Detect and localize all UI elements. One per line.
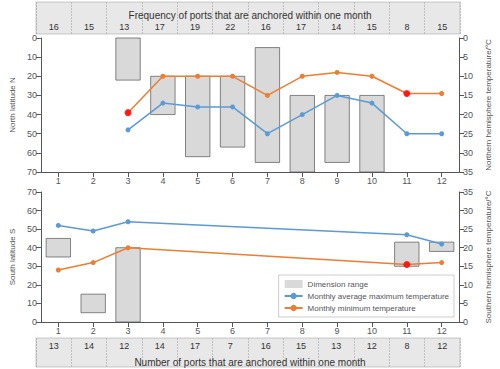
svg-text:4: 4 xyxy=(160,326,165,336)
svg-text:4: 4 xyxy=(160,176,165,186)
svg-text:South latitude S: South latitude S xyxy=(8,229,17,285)
svg-text:1: 1 xyxy=(56,326,61,336)
svg-text:1: 1 xyxy=(56,176,61,186)
svg-text:20: 20 xyxy=(463,110,473,120)
svg-text:11: 11 xyxy=(402,176,411,186)
svg-text:10: 10 xyxy=(367,176,377,186)
svg-text:9: 9 xyxy=(335,176,340,186)
svg-text:Monthly minimum temperature: Monthly minimum temperature xyxy=(308,304,417,313)
svg-text:8: 8 xyxy=(300,326,305,336)
svg-text:15: 15 xyxy=(437,22,447,32)
svg-text:70: 70 xyxy=(27,187,37,197)
svg-text:Number of ports that are ancho: Number of ports that are anchored within… xyxy=(134,357,365,368)
svg-text:2: 2 xyxy=(91,326,96,336)
svg-text:3: 3 xyxy=(126,176,131,186)
svg-text:North latitude N: North latitude N xyxy=(8,77,17,133)
svg-text:13: 13 xyxy=(331,341,341,351)
svg-text:5: 5 xyxy=(195,176,200,186)
svg-text:35: 35 xyxy=(463,187,473,197)
svg-text:7: 7 xyxy=(265,326,270,336)
svg-text:15: 15 xyxy=(463,261,473,271)
svg-text:12: 12 xyxy=(437,341,447,351)
svg-text:12: 12 xyxy=(437,326,447,336)
svg-text:Northern hemisphere temperatur: Northern hemisphere temperature/°C xyxy=(484,39,493,171)
svg-text:25: 25 xyxy=(463,224,473,234)
svg-text:35: 35 xyxy=(463,167,473,177)
svg-text:8: 8 xyxy=(300,176,305,186)
svg-text:10: 10 xyxy=(27,52,37,62)
svg-text:2: 2 xyxy=(91,176,96,186)
svg-text:70: 70 xyxy=(27,167,37,177)
svg-text:10: 10 xyxy=(27,298,37,308)
svg-text:0: 0 xyxy=(463,33,468,43)
svg-text:17: 17 xyxy=(190,341,200,351)
svg-text:10: 10 xyxy=(463,280,473,290)
svg-text:20: 20 xyxy=(27,280,37,290)
svg-text:19: 19 xyxy=(190,22,200,32)
svg-text:30: 30 xyxy=(27,90,37,100)
svg-text:12: 12 xyxy=(119,341,129,351)
svg-text:6: 6 xyxy=(230,176,235,186)
svg-text:5: 5 xyxy=(463,298,468,308)
svg-text:Southern hemisphere temperatur: Southern hemisphere temperature/°C xyxy=(484,190,493,323)
svg-text:16: 16 xyxy=(49,22,59,32)
svg-text:30: 30 xyxy=(463,206,473,216)
svg-text:10: 10 xyxy=(463,71,473,81)
svg-text:17: 17 xyxy=(296,22,306,32)
svg-text:20: 20 xyxy=(463,243,473,253)
svg-text:22: 22 xyxy=(225,22,235,32)
svg-text:50: 50 xyxy=(27,224,37,234)
svg-text:8: 8 xyxy=(404,22,409,32)
svg-text:10: 10 xyxy=(367,326,377,336)
svg-text:13: 13 xyxy=(119,22,129,32)
svg-text:15: 15 xyxy=(84,22,94,32)
svg-text:60: 60 xyxy=(27,148,37,158)
svg-text:6: 6 xyxy=(230,326,235,336)
svg-text:20: 20 xyxy=(27,71,37,81)
svg-text:0: 0 xyxy=(32,33,37,43)
svg-text:14: 14 xyxy=(155,341,165,351)
svg-text:15: 15 xyxy=(367,22,377,32)
svg-text:Frequency of ports that are an: Frequency of ports that are anchored wit… xyxy=(129,10,372,21)
svg-text:0: 0 xyxy=(463,317,468,327)
svg-text:Monthly average maximum temper: Monthly average maximum temperature xyxy=(308,292,450,301)
svg-text:16: 16 xyxy=(261,22,271,32)
svg-text:60: 60 xyxy=(27,206,37,216)
svg-text:5: 5 xyxy=(463,52,468,62)
svg-text:14: 14 xyxy=(331,22,341,32)
svg-text:40: 40 xyxy=(27,243,37,253)
svg-text:5: 5 xyxy=(195,326,200,336)
svg-text:14: 14 xyxy=(84,341,94,351)
svg-text:0: 0 xyxy=(32,317,37,327)
svg-text:30: 30 xyxy=(463,148,473,158)
svg-text:12: 12 xyxy=(437,176,447,186)
svg-text:17: 17 xyxy=(155,22,165,32)
svg-text:15: 15 xyxy=(463,90,473,100)
svg-text:25: 25 xyxy=(463,129,473,139)
svg-text:12: 12 xyxy=(367,341,377,351)
svg-text:Dimension range: Dimension range xyxy=(308,280,369,289)
svg-text:13: 13 xyxy=(49,341,59,351)
svg-text:7: 7 xyxy=(265,176,270,186)
svg-text:8: 8 xyxy=(404,341,409,351)
svg-text:50: 50 xyxy=(27,129,37,139)
svg-text:11: 11 xyxy=(402,326,411,336)
svg-text:7: 7 xyxy=(228,341,233,351)
svg-text:40: 40 xyxy=(27,110,37,120)
svg-text:30: 30 xyxy=(27,261,37,271)
svg-text:9: 9 xyxy=(335,326,340,336)
svg-text:3: 3 xyxy=(126,326,131,336)
svg-text:15: 15 xyxy=(296,341,306,351)
svg-text:16: 16 xyxy=(261,341,271,351)
